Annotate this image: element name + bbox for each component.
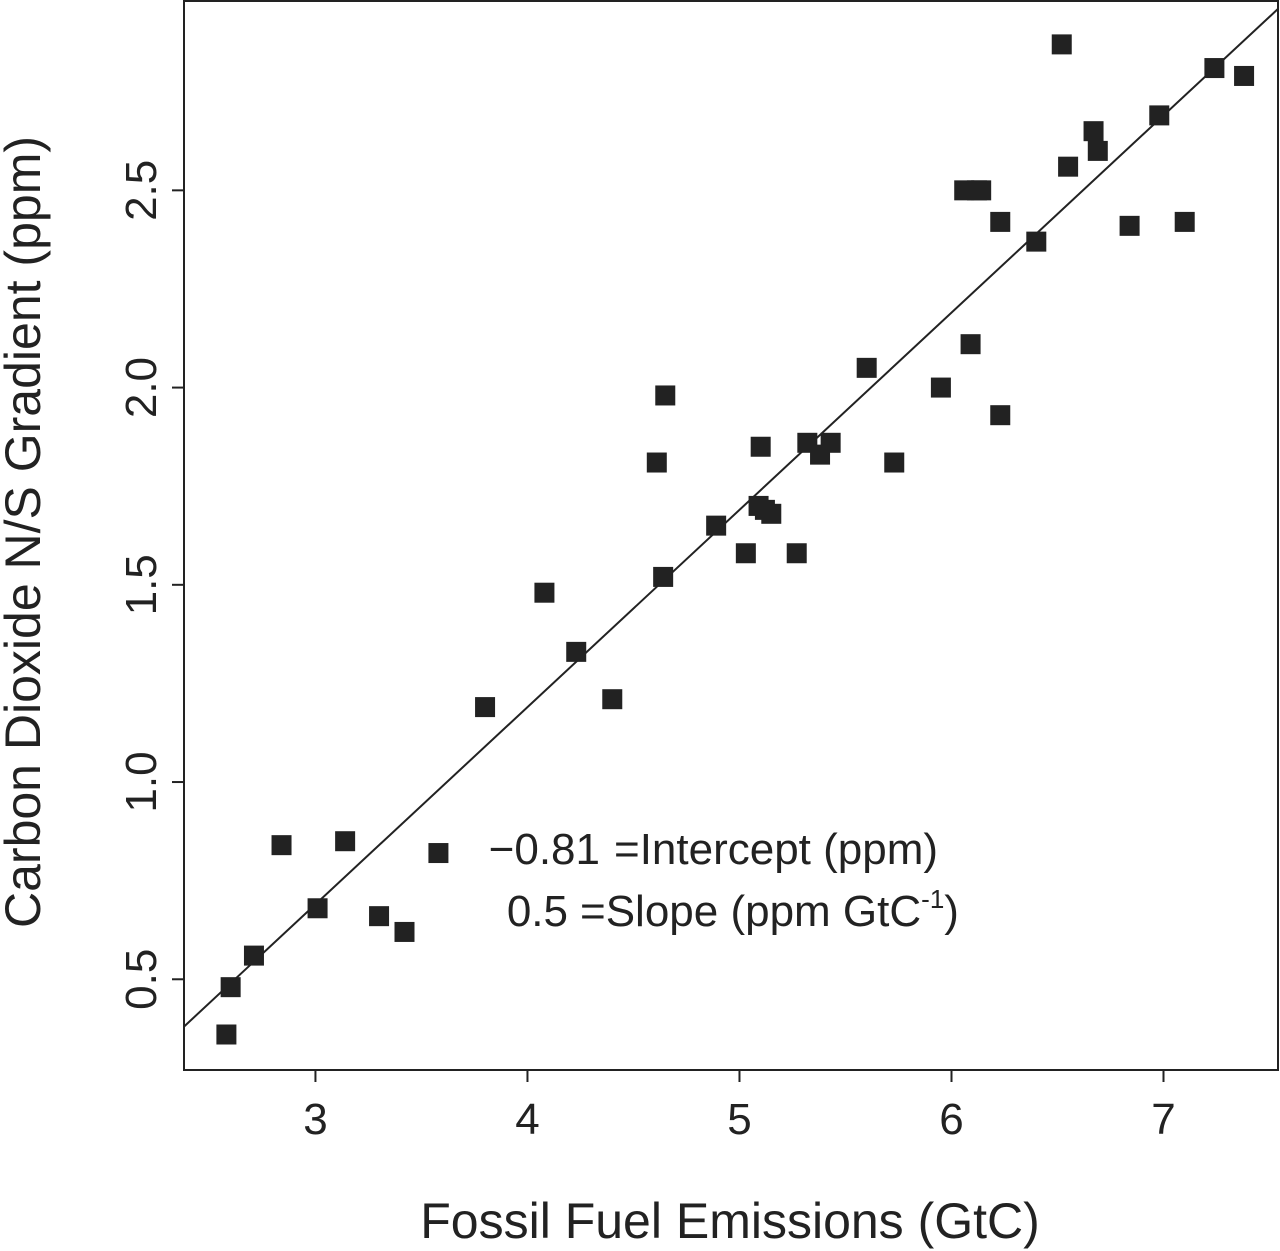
data-point <box>1234 65 1255 86</box>
slope-label-close: ) <box>944 887 959 936</box>
data-point <box>335 831 356 852</box>
data-point <box>960 334 981 355</box>
plot-frame <box>183 0 1279 1071</box>
x-tick-label: 6 <box>939 1095 963 1144</box>
data-point <box>1026 231 1047 252</box>
data-point <box>243 945 264 966</box>
data-point <box>394 921 415 942</box>
y-axis: 0.5 1.0 1.5 2.0 2.5 <box>117 160 184 1010</box>
x-tick-label: 5 <box>727 1095 751 1144</box>
data-point <box>1058 156 1079 177</box>
data-point <box>884 452 905 473</box>
data-point <box>655 385 676 406</box>
slope-label: =Slope (ppm GtC-1) <box>580 884 959 936</box>
data-point <box>761 503 782 524</box>
data-point <box>971 180 992 201</box>
regression-line <box>184 8 1278 1028</box>
slope-label-superscript: -1 <box>921 884 944 914</box>
data-point <box>735 543 756 564</box>
x-tick-label: 3 <box>303 1095 327 1144</box>
intercept-label: =Intercept (ppm) <box>614 825 938 874</box>
data-point <box>220 977 241 998</box>
data-point <box>1174 211 1195 232</box>
data-point <box>750 436 771 457</box>
data-point <box>1149 105 1170 126</box>
data-point <box>1083 121 1104 142</box>
data-point <box>1204 58 1225 79</box>
data-point <box>602 689 623 710</box>
data-point <box>786 543 807 564</box>
data-point <box>369 906 390 927</box>
x-tick-label: 4 <box>515 1095 539 1144</box>
y-tick-label: 1.0 <box>117 751 166 812</box>
y-tick-label: 2.0 <box>117 357 166 418</box>
data-point <box>271 835 292 856</box>
data-points <box>216 34 1255 1045</box>
data-point <box>1087 140 1108 161</box>
slope-label-text: =Slope (ppm GtC <box>580 887 921 936</box>
y-axis-title: Carbon Dioxide N/S Gradient (ppm) <box>0 136 51 928</box>
data-point <box>428 843 449 864</box>
data-point <box>930 377 951 398</box>
intercept-value: −0.81 <box>489 825 600 874</box>
y-tick-label: 1.5 <box>117 554 166 615</box>
data-point <box>706 515 727 536</box>
data-point <box>534 582 555 603</box>
data-point <box>990 405 1011 426</box>
data-point <box>653 566 674 587</box>
x-axis-title: Fossil Fuel Emissions (GtC) <box>420 1193 1040 1249</box>
data-point <box>566 641 587 662</box>
y-tick-label: 2.5 <box>117 160 166 221</box>
y-tick-label: 0.5 <box>117 949 166 1010</box>
x-tick-label: 7 <box>1151 1095 1175 1144</box>
data-point <box>216 1024 237 1045</box>
slope-value: 0.5 <box>507 887 568 936</box>
data-point <box>1051 34 1072 55</box>
data-point <box>990 211 1011 232</box>
data-point <box>1119 215 1140 236</box>
data-point <box>646 452 667 473</box>
data-point <box>307 898 328 919</box>
x-axis: 3 4 5 6 7 <box>303 1070 1176 1144</box>
data-point <box>820 432 841 453</box>
data-point <box>475 697 496 718</box>
fit-annotation: −0.81 =Intercept (ppm) 0.5 =Slope (ppm G… <box>489 825 959 936</box>
data-point <box>856 357 877 378</box>
